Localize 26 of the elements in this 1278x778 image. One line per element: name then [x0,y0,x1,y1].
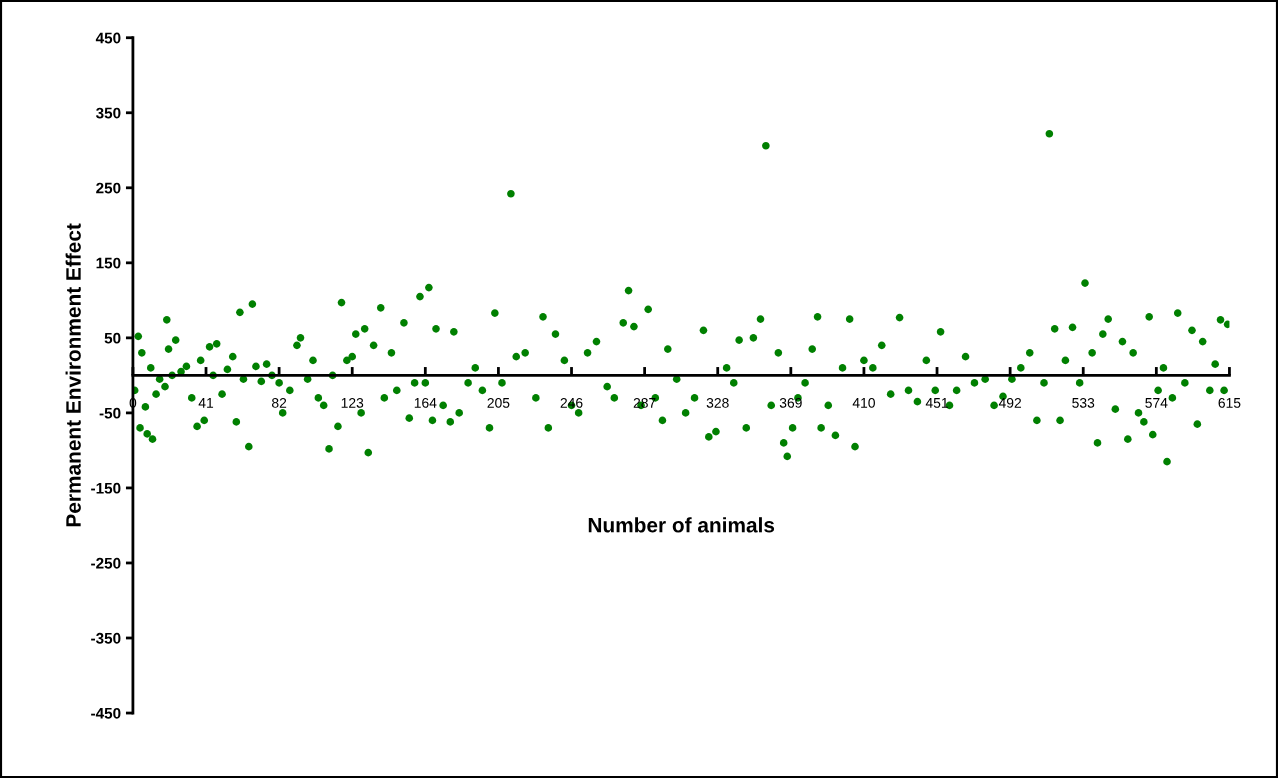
x-tick-label: 410 [852,397,875,408]
y-tick-label: 450 [95,32,121,44]
x-tick-label: 328 [706,397,729,408]
x-tick-label: 164 [414,397,437,408]
x-tick-label: 82 [271,397,287,408]
y-tick-label: 150 [96,257,121,269]
x-tick-label: 205 [487,397,510,408]
x-tick-label: 574 [1145,398,1168,408]
y-tick-label: -150 [91,482,121,494]
x-tick-label: 533 [1072,397,1095,408]
x-tick-label: 369 [779,397,802,408]
y-axis-title: Permanent Environment Effect [65,223,81,527]
x-axis-title: Number of animals [588,517,775,533]
y-tick-label: -450 [91,707,121,719]
y-tick-label: -350 [91,632,121,644]
y-tick-label: 250 [96,182,121,194]
x-tick-label: 123 [341,397,364,408]
y-tick-label: -250 [91,557,121,569]
x-tick-label: 492 [998,397,1022,408]
x-tick-label: 246 [560,397,583,408]
y-tick-label: -50 [99,407,121,419]
y-tick-label: 350 [95,107,121,119]
y-tick-label: 50 [104,332,121,344]
x-tick-label: 451 [925,398,948,408]
x-tick-label: 615 [1218,397,1241,408]
x-tick-label: 41 [198,398,214,408]
